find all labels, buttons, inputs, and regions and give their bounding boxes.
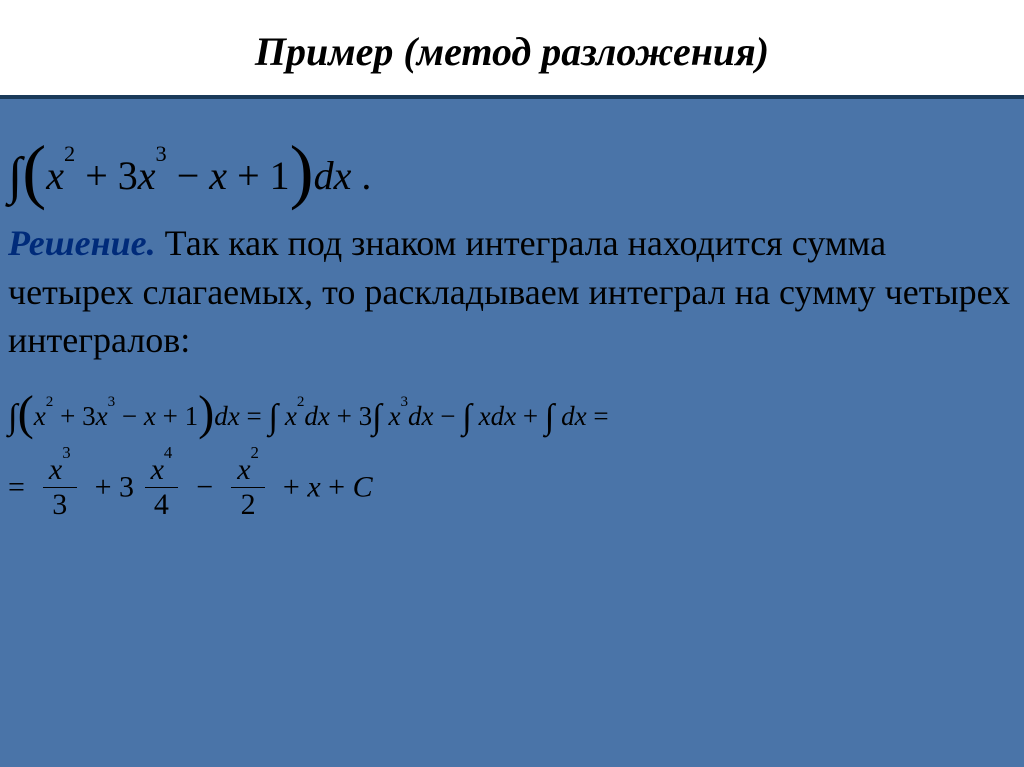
- fraction: x4 4: [145, 455, 179, 520]
- slide-title: Пример (метод разложения): [20, 28, 1004, 75]
- result-formula: = x3 3 + 3 x4 4 − x2 2 + x + C: [8, 455, 1016, 520]
- fraction: x3 3: [43, 455, 77, 520]
- slide-header: Пример (метод разложения): [0, 0, 1024, 99]
- problem-integral: ∫(x2 + 3x3 − x + 1)dx .: [8, 129, 1016, 201]
- solution-label: Решение.: [8, 223, 156, 263]
- solution-explanation: Решение. Так как под знаком интеграла на…: [8, 219, 1016, 365]
- explanation-text: Так как под знаком интеграла находится с…: [8, 223, 1010, 360]
- slide-content: ∫(x2 + 3x3 − x + 1)dx . Решение. Так как…: [0, 99, 1024, 528]
- fraction: x2 2: [231, 455, 265, 520]
- expansion-formula: ∫(x2 + 3x3 − x + 1)dx = ∫ x2dx + 3∫ x3dx…: [8, 385, 1016, 434]
